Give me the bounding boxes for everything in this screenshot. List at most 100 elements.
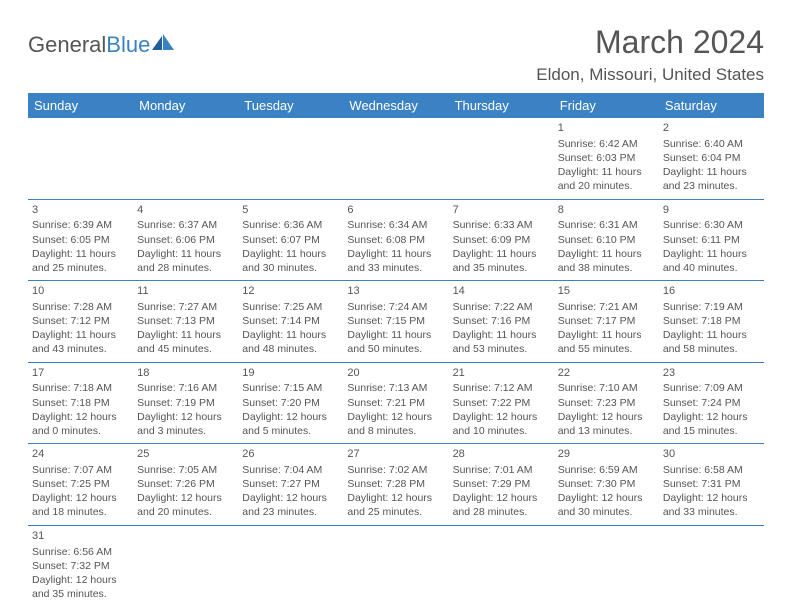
calendar-cell: 28Sunrise: 7:01 AMSunset: 7:29 PMDayligh… bbox=[449, 444, 554, 526]
sunrise-text: Sunrise: 6:36 AM bbox=[242, 218, 339, 232]
sunrise-text: Sunrise: 7:25 AM bbox=[242, 300, 339, 314]
sunset-text: Sunset: 7:22 PM bbox=[453, 396, 550, 410]
calendar-cell: 14Sunrise: 7:22 AMSunset: 7:16 PMDayligh… bbox=[449, 281, 554, 363]
day-number: 21 bbox=[453, 366, 550, 381]
sunset-text: Sunset: 6:05 PM bbox=[32, 233, 129, 247]
day-number: 20 bbox=[347, 366, 444, 381]
calendar-cell bbox=[449, 525, 554, 606]
sunset-text: Sunset: 7:28 PM bbox=[347, 477, 444, 491]
sunrise-text: Sunrise: 7:07 AM bbox=[32, 463, 129, 477]
day-number: 8 bbox=[558, 203, 655, 218]
sunrise-text: Sunrise: 7:27 AM bbox=[137, 300, 234, 314]
sunset-text: Sunset: 7:14 PM bbox=[242, 314, 339, 328]
daylight-text: Daylight: 11 hours and 38 minutes. bbox=[558, 247, 655, 275]
daylight-text: Daylight: 11 hours and 33 minutes. bbox=[347, 247, 444, 275]
sunset-text: Sunset: 7:27 PM bbox=[242, 477, 339, 491]
day-number: 31 bbox=[32, 529, 129, 544]
daylight-text: Daylight: 12 hours and 5 minutes. bbox=[242, 410, 339, 438]
calendar-cell: 7Sunrise: 6:33 AMSunset: 6:09 PMDaylight… bbox=[449, 199, 554, 281]
sunset-text: Sunset: 7:17 PM bbox=[558, 314, 655, 328]
calendar-cell: 30Sunrise: 6:58 AMSunset: 7:31 PMDayligh… bbox=[659, 444, 764, 526]
day-number: 15 bbox=[558, 284, 655, 299]
calendar-table: SundayMondayTuesdayWednesdayThursdayFrid… bbox=[28, 93, 764, 606]
daylight-text: Daylight: 12 hours and 25 minutes. bbox=[347, 491, 444, 519]
calendar-cell: 9Sunrise: 6:30 AMSunset: 6:11 PMDaylight… bbox=[659, 199, 764, 281]
sunset-text: Sunset: 6:07 PM bbox=[242, 233, 339, 247]
sunrise-text: Sunrise: 6:56 AM bbox=[32, 545, 129, 559]
day-number: 18 bbox=[137, 366, 234, 381]
calendar-cell: 26Sunrise: 7:04 AMSunset: 7:27 PMDayligh… bbox=[238, 444, 343, 526]
month-title: March 2024 bbox=[536, 24, 764, 61]
daylight-text: Daylight: 12 hours and 30 minutes. bbox=[558, 491, 655, 519]
calendar-row: 17Sunrise: 7:18 AMSunset: 7:18 PMDayligh… bbox=[28, 362, 764, 444]
day-number: 29 bbox=[558, 447, 655, 462]
location-text: Eldon, Missouri, United States bbox=[536, 65, 764, 85]
day-number: 12 bbox=[242, 284, 339, 299]
sunrise-text: Sunrise: 7:19 AM bbox=[663, 300, 760, 314]
calendar-cell: 5Sunrise: 6:36 AMSunset: 6:07 PMDaylight… bbox=[238, 199, 343, 281]
daylight-text: Daylight: 12 hours and 33 minutes. bbox=[663, 491, 760, 519]
sunset-text: Sunset: 7:12 PM bbox=[32, 314, 129, 328]
day-header: Friday bbox=[554, 93, 659, 118]
day-header: Sunday bbox=[28, 93, 133, 118]
calendar-cell bbox=[343, 525, 448, 606]
sunrise-text: Sunrise: 6:37 AM bbox=[137, 218, 234, 232]
calendar-cell: 15Sunrise: 7:21 AMSunset: 7:17 PMDayligh… bbox=[554, 281, 659, 363]
sunrise-text: Sunrise: 7:28 AM bbox=[32, 300, 129, 314]
calendar-cell bbox=[28, 118, 133, 199]
sunset-text: Sunset: 7:15 PM bbox=[347, 314, 444, 328]
sunrise-text: Sunrise: 7:21 AM bbox=[558, 300, 655, 314]
calendar-cell bbox=[554, 525, 659, 606]
calendar-cell: 1Sunrise: 6:42 AMSunset: 6:03 PMDaylight… bbox=[554, 118, 659, 199]
sunset-text: Sunset: 7:23 PM bbox=[558, 396, 655, 410]
day-header: Wednesday bbox=[343, 93, 448, 118]
logo: GeneralBlue bbox=[28, 32, 174, 58]
sunset-text: Sunset: 7:21 PM bbox=[347, 396, 444, 410]
sunset-text: Sunset: 7:25 PM bbox=[32, 477, 129, 491]
day-number: 7 bbox=[453, 203, 550, 218]
day-number: 10 bbox=[32, 284, 129, 299]
calendar-cell bbox=[449, 118, 554, 199]
calendar-cell: 16Sunrise: 7:19 AMSunset: 7:18 PMDayligh… bbox=[659, 281, 764, 363]
day-number: 13 bbox=[347, 284, 444, 299]
calendar-cell: 27Sunrise: 7:02 AMSunset: 7:28 PMDayligh… bbox=[343, 444, 448, 526]
sunset-text: Sunset: 7:32 PM bbox=[32, 559, 129, 573]
daylight-text: Daylight: 11 hours and 45 minutes. bbox=[137, 328, 234, 356]
sunrise-text: Sunrise: 6:42 AM bbox=[558, 137, 655, 151]
day-header: Monday bbox=[133, 93, 238, 118]
day-number: 14 bbox=[453, 284, 550, 299]
calendar-cell: 6Sunrise: 6:34 AMSunset: 6:08 PMDaylight… bbox=[343, 199, 448, 281]
calendar-cell: 3Sunrise: 6:39 AMSunset: 6:05 PMDaylight… bbox=[28, 199, 133, 281]
daylight-text: Daylight: 11 hours and 50 minutes. bbox=[347, 328, 444, 356]
sunrise-text: Sunrise: 7:22 AM bbox=[453, 300, 550, 314]
day-number: 28 bbox=[453, 447, 550, 462]
sunrise-text: Sunrise: 7:13 AM bbox=[347, 381, 444, 395]
sunrise-text: Sunrise: 7:10 AM bbox=[558, 381, 655, 395]
daylight-text: Daylight: 12 hours and 18 minutes. bbox=[32, 491, 129, 519]
logo-text-2: Blue bbox=[106, 32, 150, 58]
sunset-text: Sunset: 7:16 PM bbox=[453, 314, 550, 328]
sunset-text: Sunset: 6:10 PM bbox=[558, 233, 655, 247]
sunrise-text: Sunrise: 6:31 AM bbox=[558, 218, 655, 232]
sunset-text: Sunset: 7:13 PM bbox=[137, 314, 234, 328]
sunrise-text: Sunrise: 7:04 AM bbox=[242, 463, 339, 477]
day-number: 25 bbox=[137, 447, 234, 462]
calendar-cell bbox=[133, 118, 238, 199]
daylight-text: Daylight: 11 hours and 23 minutes. bbox=[663, 165, 760, 193]
day-number: 11 bbox=[137, 284, 234, 299]
calendar-cell bbox=[133, 525, 238, 606]
sunrise-text: Sunrise: 6:34 AM bbox=[347, 218, 444, 232]
sunrise-text: Sunrise: 7:24 AM bbox=[347, 300, 444, 314]
day-number: 26 bbox=[242, 447, 339, 462]
title-block: March 2024 Eldon, Missouri, United State… bbox=[536, 24, 764, 85]
calendar-cell: 18Sunrise: 7:16 AMSunset: 7:19 PMDayligh… bbox=[133, 362, 238, 444]
day-number: 6 bbox=[347, 203, 444, 218]
daylight-text: Daylight: 11 hours and 40 minutes. bbox=[663, 247, 760, 275]
sunset-text: Sunset: 7:19 PM bbox=[137, 396, 234, 410]
sunset-text: Sunset: 7:26 PM bbox=[137, 477, 234, 491]
calendar-cell: 2Sunrise: 6:40 AMSunset: 6:04 PMDaylight… bbox=[659, 118, 764, 199]
sunrise-text: Sunrise: 7:05 AM bbox=[137, 463, 234, 477]
day-number: 9 bbox=[663, 203, 760, 218]
daylight-text: Daylight: 12 hours and 28 minutes. bbox=[453, 491, 550, 519]
calendar-head: SundayMondayTuesdayWednesdayThursdayFrid… bbox=[28, 93, 764, 118]
